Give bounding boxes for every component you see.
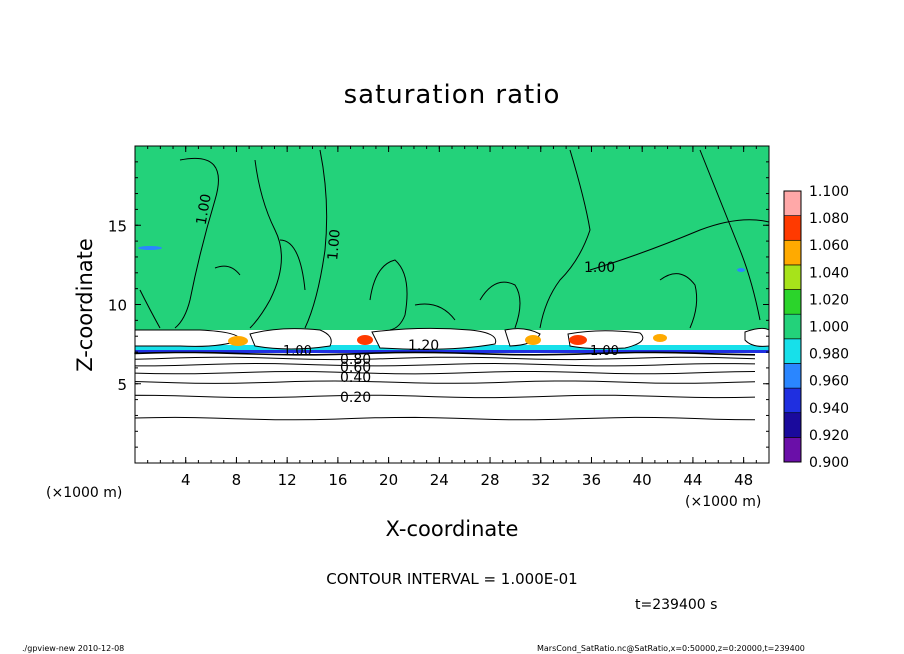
z-unit-label: (×1000 m) — [46, 485, 122, 501]
contour-label-4: 1.00 — [283, 344, 312, 359]
contour-line — [134, 362, 756, 367]
x-tick-label: 44 — [683, 471, 702, 489]
footer-right: MarsCond_SatRatio.nc@SatRatio,x=0:50000,… — [537, 644, 805, 653]
x-tick-label: 8 — [232, 471, 242, 489]
colorbar-frame — [783, 190, 802, 463]
x-tick-label: 4 — [181, 471, 191, 489]
contour-label-1: 1.00 — [194, 193, 215, 226]
footer-left: ./gpview-new 2010-12-08 — [22, 644, 124, 653]
x-tick-label: 48 — [734, 471, 753, 489]
y-axis: 5 10 15 — [108, 161, 769, 448]
colorbar-label: 0.960 — [809, 374, 849, 390]
colorbar: 0.900 0.920 0.940 0.960 0.980 1.000 1.020 1.040… — [783, 184, 849, 471]
contour-label-3: 1.00 — [584, 260, 615, 276]
contour-interval: CONTOUR INTERVAL = 1.000E-01 — [326, 570, 577, 588]
colorbar-swatch — [783, 313, 802, 340]
colorbar-label: 1.060 — [809, 238, 849, 254]
colorbar-swatch — [783, 338, 802, 364]
contour-line — [134, 416, 756, 421]
x-axis: 4 8 12 16 20 24 28 32 36 40 44 48 — [147, 146, 757, 489]
y-tick-label: 10 — [108, 297, 127, 315]
colorbar-label: 1.000 — [809, 320, 849, 336]
time-label: t=239400 s — [635, 597, 717, 613]
colorbar-swatch — [783, 412, 802, 438]
colorbar-label: 1.100 — [809, 184, 849, 200]
cloud-blobs — [134, 327, 770, 350]
x-tick-label: 16 — [328, 471, 347, 489]
contour-line — [134, 356, 756, 361]
colorbar-swatch — [783, 239, 802, 266]
contour-line — [134, 394, 756, 399]
contour-labels: 1.00 1.00 1.00 1.00 1.00 1.20 0.80 0.60 … — [194, 193, 619, 406]
colorbar-label: 0.920 — [809, 428, 849, 444]
x-tick-label: 36 — [582, 471, 601, 489]
contour-label-8: 0.60 — [340, 360, 371, 376]
contour-label-5: 1.00 — [590, 344, 619, 359]
contour-line — [134, 380, 756, 384]
colorbar-swatch — [783, 437, 802, 463]
colorbar-swatch — [783, 190, 802, 216]
x-tick-label: 40 — [633, 471, 652, 489]
x-axis-label: X-coordinate — [386, 517, 519, 541]
x-tick-label: 12 — [278, 471, 297, 489]
x-tick-label: 24 — [430, 471, 449, 489]
cloud-base-band-dark — [135, 350, 769, 353]
plot-area: 1.00 1.00 1.00 1.00 1.00 1.20 0.80 0.60 … — [134, 145, 770, 464]
colorbar-label: 1.040 — [809, 265, 849, 281]
colorbar-swatch — [783, 215, 802, 241]
chart-title: saturation ratio — [344, 80, 561, 110]
y-tick-label: 5 — [117, 376, 127, 394]
colorbar-label: 0.900 — [809, 455, 849, 471]
x-tick-label: 20 — [379, 471, 398, 489]
contour-line — [134, 370, 756, 375]
colorbar-label: 0.980 — [809, 347, 849, 363]
contour-label-7: 0.80 — [340, 352, 371, 368]
saturated-region — [135, 146, 769, 330]
colorbar-swatch — [783, 363, 802, 389]
contour-label-9: 0.40 — [340, 370, 371, 386]
colorbar-label: 1.080 — [809, 211, 849, 227]
colorbar-swatch — [783, 289, 802, 315]
y-axis-label: Z-coordinate — [73, 238, 97, 372]
horizontal-contours — [134, 351, 756, 421]
colorbar-label: 0.940 — [809, 401, 849, 417]
colorbar-swatch — [783, 264, 802, 290]
supersaturation-spots — [138, 246, 745, 346]
contour-label-10: 0.20 — [340, 390, 371, 406]
x-unit-label: (×1000 m) — [685, 494, 761, 510]
upper-contours — [139, 149, 770, 331]
contour-line — [134, 351, 756, 356]
colorbar-swatch — [783, 387, 802, 414]
contour-label-2: 1.00 — [325, 229, 344, 261]
y-tick-label: 15 — [108, 217, 127, 235]
contour-label-6: 1.20 — [408, 338, 439, 354]
x-tick-label: 32 — [531, 471, 550, 489]
colorbar-label: 1.020 — [809, 292, 849, 308]
x-tick-label: 28 — [480, 471, 499, 489]
